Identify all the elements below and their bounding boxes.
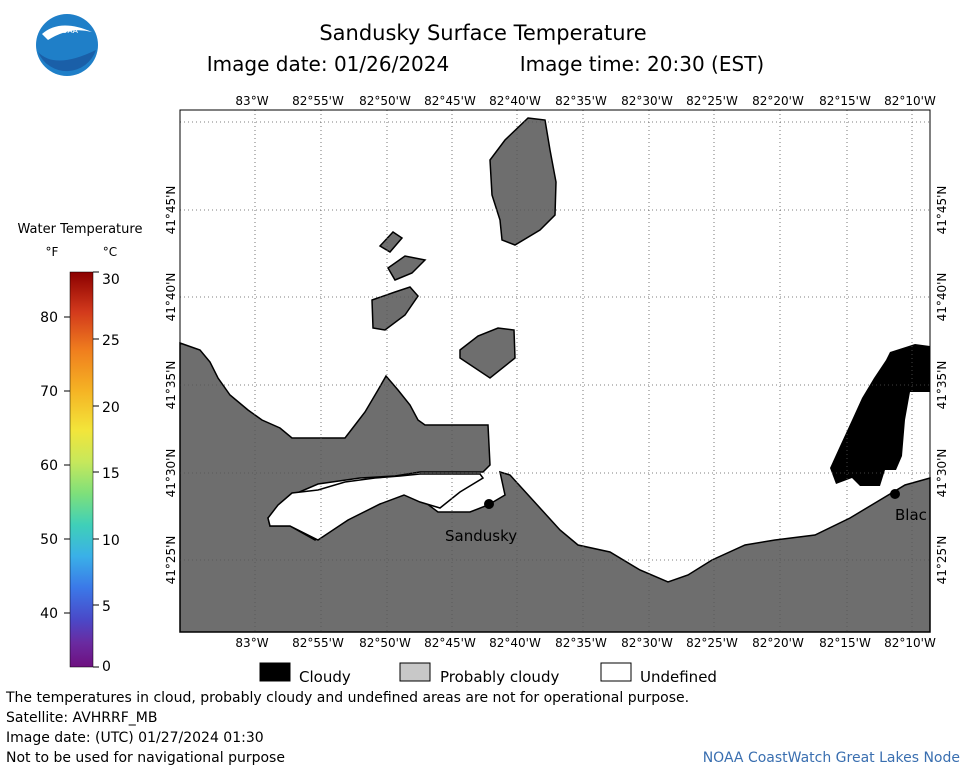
map-area: Sandusky Blac bbox=[179, 109, 931, 633]
island-small-2 bbox=[387, 255, 427, 281]
image-date: Image date: 01/26/2024 bbox=[207, 52, 449, 76]
colorbar-f-tick-label: 80 bbox=[40, 310, 58, 326]
city-sandusky: Sandusky bbox=[445, 499, 517, 545]
lon-label: 82°15'W bbox=[819, 94, 871, 108]
lon-label: 82°20'W bbox=[752, 636, 804, 650]
colorbar-c-tick-label: 5 bbox=[102, 599, 111, 615]
colorbar-c-tick-label: 25 bbox=[102, 333, 120, 349]
lon-labels-top: 83°W 82°55'W 82°50'W 82°45'W 82°40'W 82°… bbox=[235, 94, 936, 108]
colorbar-gradient bbox=[69, 271, 94, 668]
lon-label: 82°55'W bbox=[292, 94, 344, 108]
legend-swatch-undefined bbox=[600, 662, 632, 682]
lon-label: 82°40'W bbox=[489, 636, 541, 650]
colorbar-title: Water Temperature bbox=[18, 222, 143, 237]
colorbar-c-tick-label: 20 bbox=[102, 400, 120, 416]
lat-label: 41°40'N bbox=[935, 273, 949, 322]
lon-labels-bottom: 83°W 82°55'W 82°50'W 82°45'W 82°40'W 82°… bbox=[235, 636, 936, 650]
legend-label-probably-cloudy: Probably cloudy bbox=[440, 668, 559, 686]
colorbar-f-tick-label: 70 bbox=[40, 384, 58, 400]
lon-label: 82°30'W bbox=[621, 94, 673, 108]
lat-label: 41°25'N bbox=[164, 536, 178, 585]
noaa-logo: NOAA bbox=[36, 14, 98, 76]
lon-label: 82°15'W bbox=[819, 636, 871, 650]
lon-label: 83°W bbox=[235, 94, 268, 108]
colorbar-f-tick-label: 60 bbox=[40, 458, 58, 474]
colorbar-c-tick-label: 30 bbox=[102, 272, 120, 288]
lon-label: 82°10'W bbox=[884, 94, 936, 108]
footer-disclaimer: The temperatures in cloud, probably clou… bbox=[5, 690, 689, 706]
colorbar-c-tick-label: 10 bbox=[102, 533, 120, 549]
legend: Cloudy Probably cloudy Undefined bbox=[259, 662, 717, 686]
map-title: Sandusky Surface Temperature bbox=[319, 21, 646, 45]
legend-label-undefined: Undefined bbox=[640, 668, 717, 686]
footer: The temperatures in cloud, probably clou… bbox=[5, 690, 960, 766]
colorbar-f-ticks: 80 70 60 50 40 bbox=[40, 310, 70, 622]
legend-label-cloudy: Cloudy bbox=[299, 668, 351, 686]
lat-label: 41°45'N bbox=[164, 186, 178, 235]
lon-label: 82°30'W bbox=[621, 636, 673, 650]
island-small-3 bbox=[371, 286, 419, 331]
map-frame bbox=[179, 109, 931, 633]
lon-label: 82°55'W bbox=[292, 636, 344, 650]
lon-label: 82°45'W bbox=[424, 94, 476, 108]
lon-label: 82°45'W bbox=[424, 636, 476, 650]
lon-label: 83°W bbox=[235, 636, 268, 650]
island-kelleys bbox=[459, 327, 516, 379]
lon-label: 82°10'W bbox=[884, 636, 936, 650]
colorbar: Water Temperature °F °C bbox=[18, 222, 143, 675]
city-label-sandusky: Sandusky bbox=[445, 527, 517, 545]
lat-label: 41°25'N bbox=[935, 536, 949, 585]
lat-label: 41°35'N bbox=[164, 361, 178, 410]
sandusky-bay bbox=[267, 473, 485, 541]
footer-credit: NOAA CoastWatch Great Lakes Node bbox=[703, 750, 960, 766]
city-label-blac: Blac bbox=[895, 506, 927, 524]
lat-label: 41°30'N bbox=[935, 449, 949, 498]
lon-label: 82°20'W bbox=[752, 94, 804, 108]
graticule bbox=[180, 110, 930, 632]
island-north-bass bbox=[489, 117, 557, 246]
lon-label: 82°35'W bbox=[555, 636, 607, 650]
lon-label: 82°35'W bbox=[555, 94, 607, 108]
noaa-logo-text: NOAA bbox=[56, 26, 79, 35]
lon-label: 82°25'W bbox=[686, 94, 738, 108]
cloud-region bbox=[830, 344, 930, 486]
legend-swatch-cloudy bbox=[259, 662, 291, 682]
colorbar-unit-f: °F bbox=[46, 245, 59, 259]
footer-satellite: Satellite: AVHRRF_MB bbox=[6, 710, 157, 726]
footer-utc-date: Image date: (UTC) 01/27/2024 01:30 bbox=[6, 730, 264, 746]
lat-label: 41°35'N bbox=[935, 361, 949, 410]
lat-label: 41°45'N bbox=[935, 186, 949, 235]
lat-label: 41°30'N bbox=[164, 449, 178, 498]
lat-label: 41°40'N bbox=[164, 273, 178, 322]
lon-label: 82°40'W bbox=[489, 94, 541, 108]
footer-navigation: Not to be used for navigational purpose bbox=[6, 750, 285, 766]
colorbar-f-tick-label: 40 bbox=[40, 606, 58, 622]
colorbar-c-tick-label: 15 bbox=[102, 466, 120, 482]
lon-label: 82°50'W bbox=[359, 636, 411, 650]
colorbar-c-tick-label: 0 bbox=[102, 659, 111, 675]
lon-label: 82°25'W bbox=[686, 636, 738, 650]
city-blac: Blac bbox=[890, 489, 927, 524]
colorbar-c-ticks: 30 25 20 15 10 5 0 bbox=[93, 271, 120, 675]
colorbar-unit-c: °C bbox=[103, 245, 117, 259]
lat-labels-left: 41°45'N 41°40'N 41°35'N 41°30'N 41°25'N bbox=[164, 186, 178, 585]
image-time: Image time: 20:30 (EST) bbox=[520, 52, 764, 76]
legend-swatch-probably-cloudy bbox=[399, 662, 431, 682]
lat-labels-right: 41°45'N 41°40'N 41°35'N 41°30'N 41°25'N bbox=[935, 186, 949, 585]
colorbar-f-tick-label: 50 bbox=[40, 532, 58, 548]
lon-label: 82°50'W bbox=[359, 94, 411, 108]
